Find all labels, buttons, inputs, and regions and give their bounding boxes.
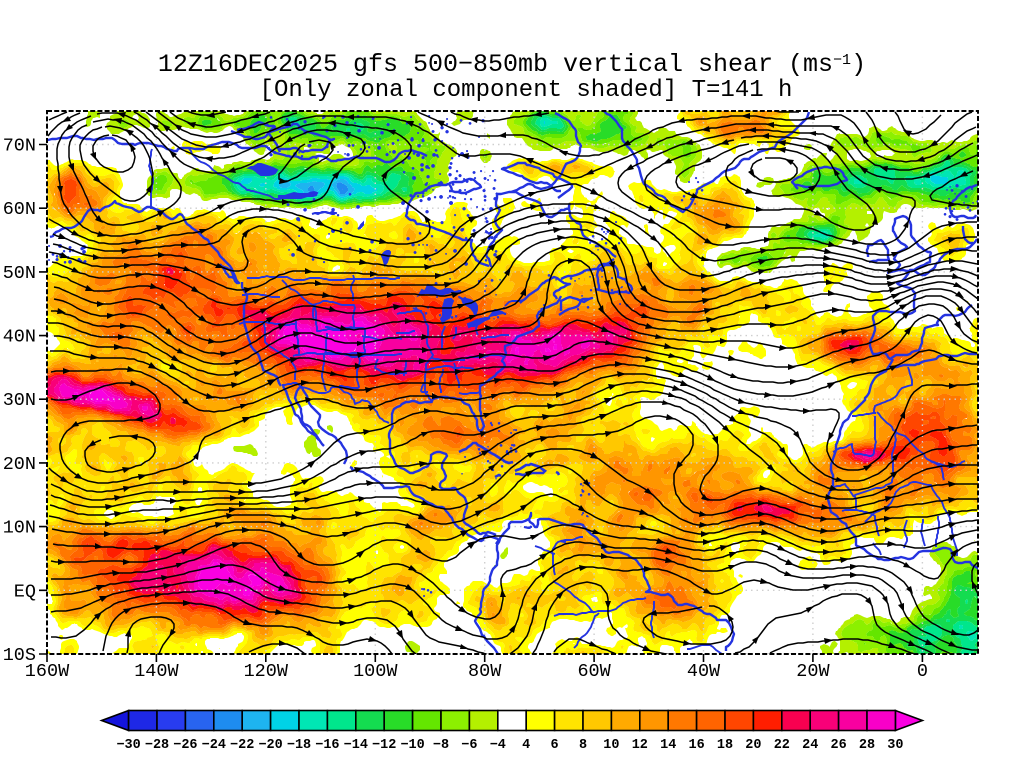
svg-text:12Z16DEC2025 gfs 500−850mb ver: 12Z16DEC2025 gfs 500−850mb vertical shea…: [158, 50, 866, 79]
svg-text:EQ: EQ: [14, 581, 36, 602]
svg-text:18: 18: [717, 738, 733, 753]
svg-text:10S: 10S: [3, 645, 36, 666]
svg-text:40N: 40N: [3, 327, 36, 348]
svg-text:60W: 60W: [577, 661, 611, 682]
svg-text:50N: 50N: [3, 263, 36, 284]
svg-text:−22: −22: [230, 738, 254, 753]
svg-text:28: 28: [859, 738, 875, 753]
svg-text:14: 14: [660, 738, 676, 753]
svg-text:22: 22: [774, 738, 790, 753]
svg-text:100W: 100W: [353, 661, 398, 682]
svg-text:20: 20: [745, 738, 761, 753]
svg-text:30: 30: [887, 738, 903, 753]
svg-text:20N: 20N: [3, 454, 36, 475]
svg-text:140W: 140W: [134, 661, 179, 682]
svg-text:0: 0: [917, 661, 928, 682]
svg-text:−4: −4: [490, 738, 506, 753]
svg-text:−24: −24: [202, 738, 226, 753]
svg-text:−14: −14: [344, 738, 368, 753]
svg-text:−6: −6: [461, 738, 477, 753]
svg-text:8: 8: [579, 738, 587, 753]
svg-text:26: 26: [830, 738, 846, 753]
svg-text:120W: 120W: [244, 661, 289, 682]
svg-text:[Only zonal component shaded]: [Only zonal component shaded] T=141 h: [260, 77, 793, 104]
svg-text:60N: 60N: [3, 199, 36, 220]
svg-text:−16: −16: [315, 738, 339, 753]
svg-text:−26: −26: [173, 738, 197, 753]
svg-text:−10: −10: [400, 738, 424, 753]
svg-text:70N: 70N: [3, 136, 36, 157]
svg-text:−30: −30: [116, 738, 140, 753]
svg-text:10N: 10N: [3, 518, 36, 539]
svg-text:4: 4: [522, 738, 530, 753]
svg-text:−8: −8: [433, 738, 449, 753]
svg-text:30N: 30N: [3, 390, 36, 411]
svg-text:80W: 80W: [468, 661, 502, 682]
svg-text:12: 12: [632, 738, 648, 753]
svg-text:−18: −18: [287, 738, 311, 753]
svg-text:24: 24: [802, 738, 818, 753]
svg-text:160W: 160W: [25, 661, 70, 682]
svg-text:−20: −20: [258, 738, 282, 753]
svg-text:−12: −12: [372, 738, 396, 753]
svg-text:40W: 40W: [687, 661, 721, 682]
svg-text:6: 6: [551, 738, 559, 753]
svg-text:10: 10: [603, 738, 619, 753]
svg-text:16: 16: [688, 738, 704, 753]
svg-text:−28: −28: [145, 738, 169, 753]
svg-text:20W: 20W: [796, 661, 830, 682]
